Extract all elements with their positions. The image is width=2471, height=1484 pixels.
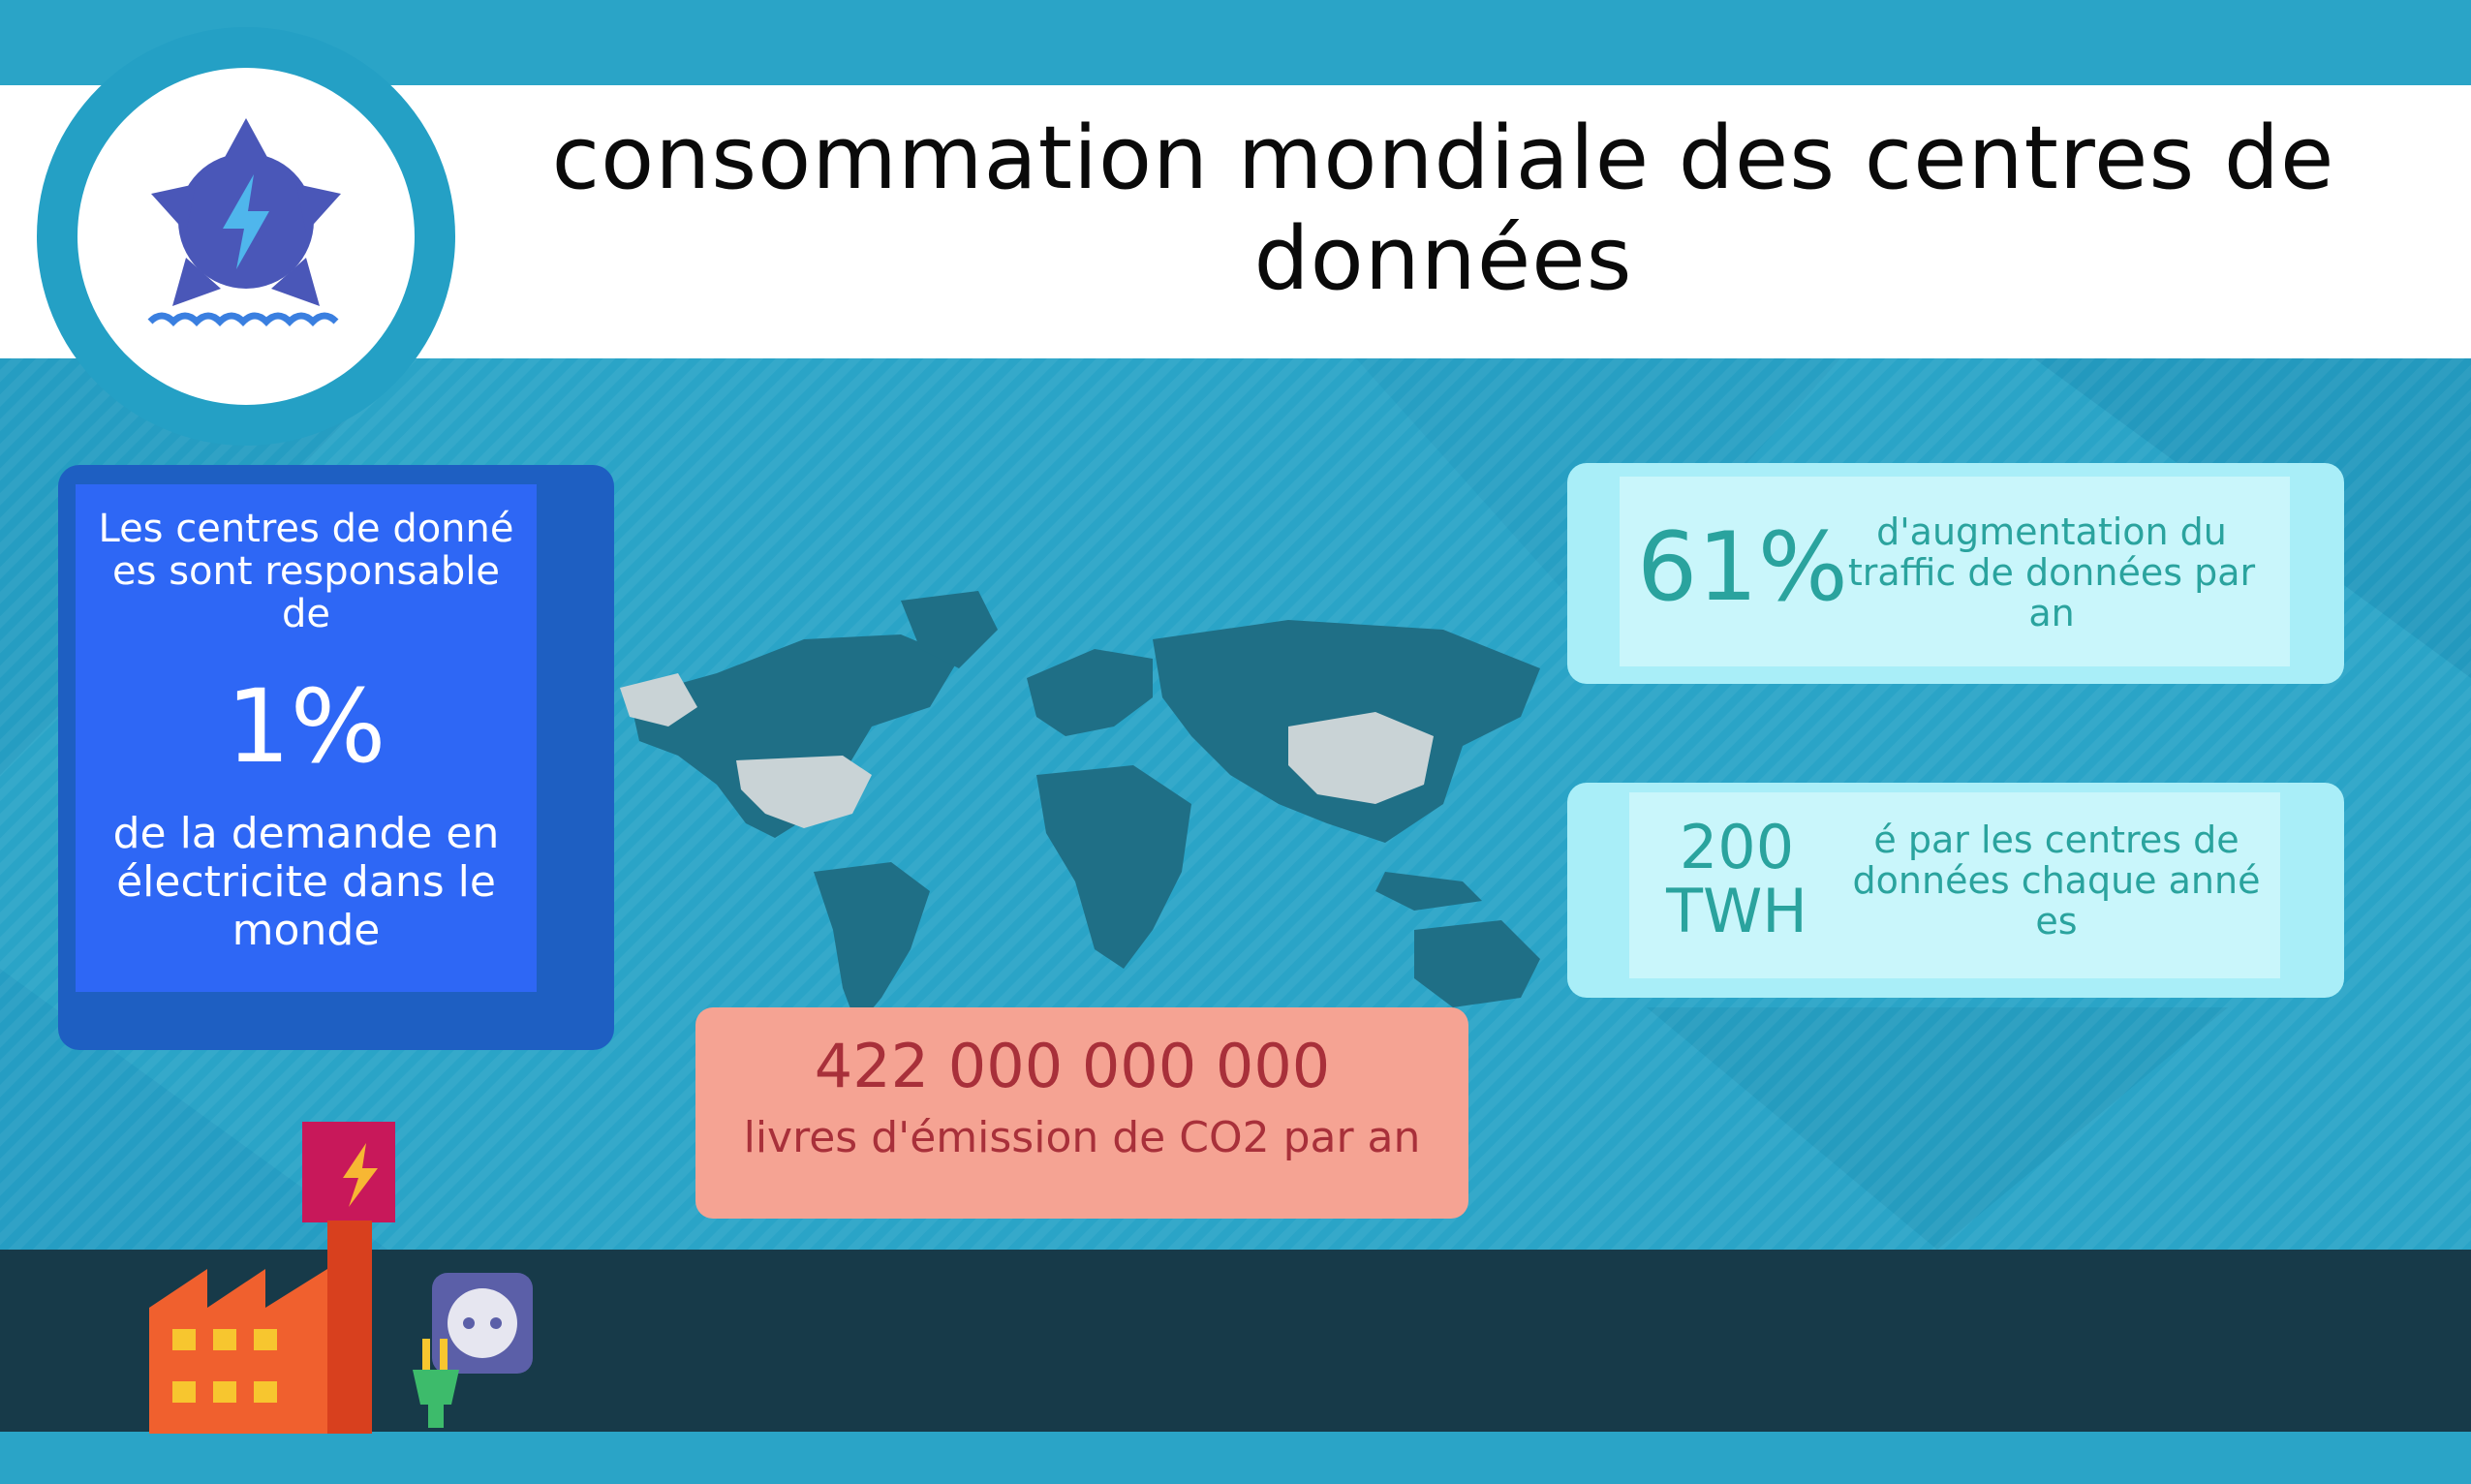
water-turbine-energy-icon: [147, 118, 341, 326]
left-card-intro: Les centres de donné es sont responsable…: [98, 507, 514, 636]
world-map-icon: [620, 591, 1540, 1027]
energy-value: 200 TWH: [1666, 812, 1807, 946]
co2-value: 422 000 000 000: [814, 1031, 1331, 1101]
left-card-outro: de la demande en électricite dans le mon…: [112, 809, 500, 955]
co2-card: [695, 1007, 1468, 1219]
page-title: consommation mondiale des centres de don…: [551, 108, 2335, 310]
factory-icon: [149, 1122, 395, 1434]
traffic-card: [1620, 477, 2290, 666]
power-plug-socket-icon: [413, 1273, 533, 1428]
co2-text: livres d'émission de CO2 par an: [743, 1113, 1421, 1162]
energy-card: [1629, 792, 2280, 978]
energy-text: é par les centres de données chaque anné…: [1852, 819, 2261, 943]
left-card-percent: 1%: [226, 667, 386, 786]
logo-disc: [77, 68, 415, 405]
traffic-text: d'augmentation du traffic de données par…: [1847, 510, 2256, 634]
bottom-band: [0, 1250, 2471, 1432]
traffic-value: 61%: [1637, 512, 1848, 623]
left-card: Les centres de donné es sont responsable…: [76, 484, 537, 992]
